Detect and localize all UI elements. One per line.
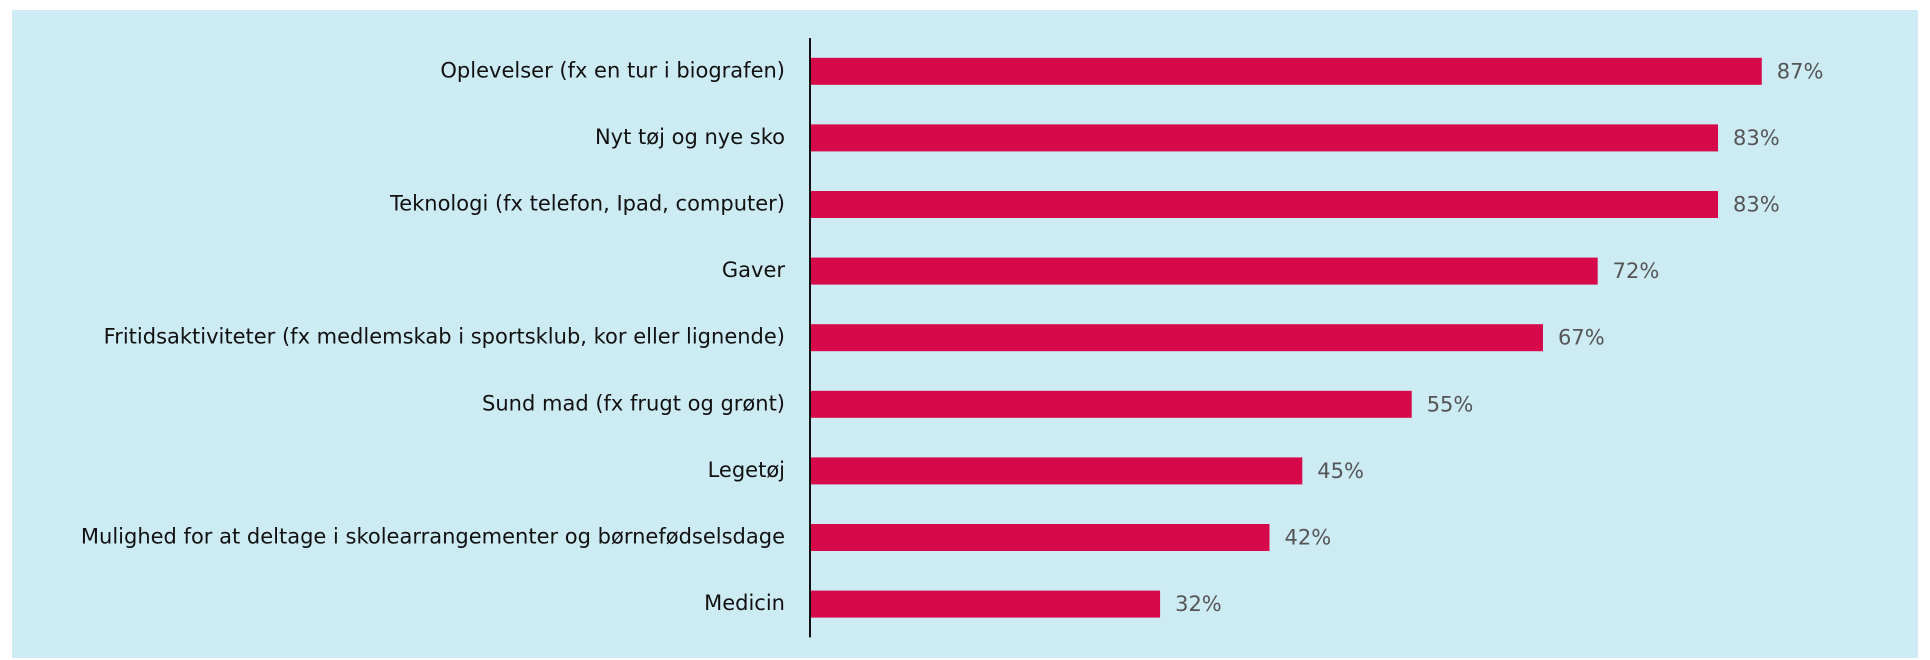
value-label: 87% bbox=[1777, 59, 1824, 83]
value-label: 32% bbox=[1175, 592, 1222, 616]
bar bbox=[810, 390, 1412, 418]
bar bbox=[810, 191, 1719, 218]
category-label: Medicin bbox=[704, 591, 785, 615]
value-label: 67% bbox=[1558, 326, 1605, 350]
value-label: 42% bbox=[1284, 526, 1331, 550]
bar bbox=[810, 324, 1543, 352]
category-label: Mulighed for at deltage i skolearrangeme… bbox=[81, 525, 785, 549]
bar bbox=[810, 124, 1719, 152]
category-label: Nyt tøj og nye sko bbox=[595, 125, 785, 149]
category-label: Oplevelser (fx en tur i biografen) bbox=[440, 58, 785, 82]
value-label: 45% bbox=[1317, 459, 1364, 483]
value-label: 72% bbox=[1613, 259, 1660, 283]
value-label: 83% bbox=[1733, 193, 1780, 217]
category-label: Teknologi (fx telefon, Ipad, computer) bbox=[389, 192, 785, 216]
value-label: 55% bbox=[1427, 392, 1474, 416]
category-label: Sund mad (fx frugt og grønt) bbox=[482, 391, 785, 415]
category-label: Fritidsaktiviteter (fx medlemskab i spor… bbox=[104, 325, 785, 349]
category-label: Gaver bbox=[722, 258, 785, 282]
value-label: 83% bbox=[1733, 126, 1780, 150]
category-label: Legetøj bbox=[708, 458, 785, 482]
bar bbox=[810, 590, 1161, 618]
bar bbox=[810, 57, 1762, 85]
bar bbox=[810, 257, 1598, 285]
bar bbox=[810, 524, 1270, 551]
bar bbox=[810, 457, 1303, 485]
